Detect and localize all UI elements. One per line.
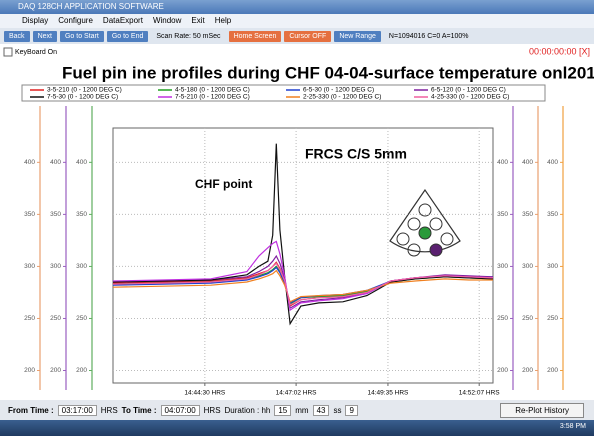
y-tick-label: 200 xyxy=(50,367,61,374)
y-tick-label: 300 xyxy=(497,263,508,270)
legend-label: 3-5-210 (0 - 1200 DEG C) xyxy=(47,87,122,94)
legend-label: 7-5-30 (0 - 1200 DEG C) xyxy=(47,94,118,101)
toolbar-button: N=1094016 C=0 A=100% xyxy=(384,31,474,42)
to-input[interactable]: 04:07:00 xyxy=(161,405,200,416)
y-tick-label: 400 xyxy=(522,159,533,166)
menu-item[interactable]: Exit xyxy=(191,14,204,28)
toolbar-button[interactable]: Home Screen xyxy=(229,31,282,42)
toolbar-button[interactable]: Back xyxy=(4,31,30,42)
toolbar-button[interactable]: Go to Start xyxy=(60,31,104,42)
y-tick-label: 350 xyxy=(497,211,508,218)
annotation: FRCS C/S 5mm xyxy=(305,146,407,162)
from-unit: HRS xyxy=(101,406,118,415)
y-tick-label: 200 xyxy=(497,367,508,374)
x-tick-label: 14:52:07 HRS xyxy=(459,390,500,397)
from-label: From Time : xyxy=(8,406,54,415)
keyboard-checkbox[interactable] xyxy=(4,48,12,56)
clock: 3:58 PM xyxy=(560,423,586,430)
toolbar-button: Scan Rate: 50 mSec xyxy=(151,31,225,42)
chart-panel: KeyBoard On 00:00:00:00 [X] Fuel pin ine… xyxy=(0,44,594,400)
menu-item[interactable]: Help xyxy=(215,14,231,28)
annotation: CHF point xyxy=(195,177,252,191)
menu-item[interactable]: Configure xyxy=(58,14,93,28)
y-tick-label: 350 xyxy=(24,211,35,218)
ss-label: ss xyxy=(333,406,341,415)
y-tick-label: 250 xyxy=(522,315,533,322)
menu-item[interactable]: DataExport xyxy=(103,14,143,28)
y-tick-label: 400 xyxy=(497,159,508,166)
x-tick-label: 14:44:30 HRS xyxy=(184,390,225,397)
footer-bar: From Time : 03:17:00 HRS To Time : 04:07… xyxy=(0,400,594,420)
cross-section-diagram xyxy=(390,190,460,256)
ss-input[interactable]: 9 xyxy=(345,405,357,416)
y-tick-label: 200 xyxy=(547,367,558,374)
y-tick-label: 300 xyxy=(522,263,533,270)
mm-input[interactable]: 43 xyxy=(313,405,330,416)
legend-label: 6-5-120 (0 - 1200 DEG C) xyxy=(431,87,506,94)
data-line xyxy=(113,268,493,303)
y-tick-label: 350 xyxy=(522,211,533,218)
y-tick-label: 300 xyxy=(50,263,61,270)
y-tick-label: 300 xyxy=(547,263,558,270)
toolbar-button[interactable]: Cursor OFF xyxy=(284,31,331,42)
y-tick-label: 300 xyxy=(76,263,87,270)
menu-bar: Display Configure DataExport Window Exit Help xyxy=(0,14,594,28)
y-tick-label: 250 xyxy=(50,315,61,322)
y-tick-label: 400 xyxy=(24,159,35,166)
legend-label: 4-5-180 (0 - 1200 DEG C) xyxy=(175,87,250,94)
x-tick-label: 14:47:02 HRS xyxy=(276,390,317,397)
y-tick-label: 250 xyxy=(24,315,35,322)
y-tick-label: 400 xyxy=(547,159,558,166)
y-tick-label: 200 xyxy=(76,367,87,374)
to-unit: HRS xyxy=(204,406,221,415)
menu-item[interactable]: Window xyxy=(153,14,181,28)
y-tick-label: 250 xyxy=(547,315,558,322)
timer: 00:00:00:00 [X] xyxy=(529,46,590,56)
y-tick-label: 400 xyxy=(50,159,61,166)
mm-label: mm xyxy=(295,406,308,415)
toolbar-button[interactable]: Next xyxy=(33,31,57,42)
menu-item[interactable]: Display xyxy=(22,14,48,28)
app-window: DAQ 128CH APPLICATION SOFTWARE Display Co… xyxy=(0,0,594,436)
legend-label: 6-5-30 (0 - 1200 DEG C) xyxy=(303,87,374,94)
y-tick-label: 400 xyxy=(76,159,87,166)
title-bar: DAQ 128CH APPLICATION SOFTWARE xyxy=(0,0,594,14)
chart-title: Fuel pin ine profiles during CHF 04-04-s… xyxy=(62,63,594,82)
data-line xyxy=(113,266,493,304)
legend-label: 4-25-330 (0 - 1200 DEG C) xyxy=(431,94,509,101)
y-tick-label: 250 xyxy=(497,315,508,322)
from-input[interactable]: 03:17:00 xyxy=(58,405,97,416)
to-label: To Time : xyxy=(122,406,157,415)
replot-button[interactable]: Re-Plot History xyxy=(500,403,584,418)
toolbar-button[interactable]: Go to End xyxy=(107,31,149,42)
y-tick-label: 300 xyxy=(24,263,35,270)
x-tick-label: 14:49:35 HRS xyxy=(368,390,409,397)
y-tick-label: 350 xyxy=(76,211,87,218)
taskbar: 3:58 PM xyxy=(0,420,594,436)
y-tick-label: 350 xyxy=(547,211,558,218)
y-tick-label: 200 xyxy=(24,367,35,374)
legend-label: 2-25-330 (0 - 1200 DEG C) xyxy=(303,94,381,101)
y-tick-label: 250 xyxy=(76,315,87,322)
legend-label: 7-5-210 (0 - 1200 DEG C) xyxy=(175,94,250,101)
y-tick-label: 200 xyxy=(522,367,533,374)
hh-input[interactable]: 15 xyxy=(274,405,291,416)
toolbar-button[interactable]: New Range xyxy=(334,31,381,42)
y-tick-label: 350 xyxy=(50,211,61,218)
chart: KeyBoard On 00:00:00:00 [X] Fuel pin ine… xyxy=(0,44,594,400)
duration-label: Duration : hh xyxy=(225,406,271,415)
keyboard-label: KeyBoard On xyxy=(15,49,57,56)
